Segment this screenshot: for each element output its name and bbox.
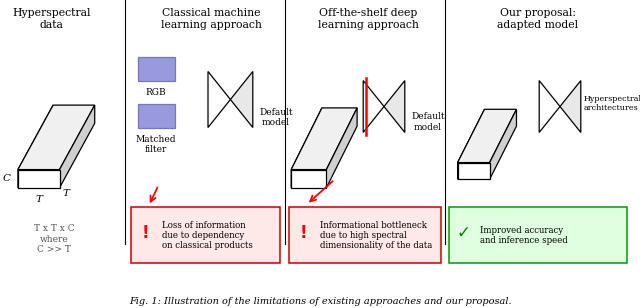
Text: Improved accuracy
and inference speed: Improved accuracy and inference speed (480, 226, 568, 245)
Polygon shape (208, 71, 230, 128)
Text: HyperspectralViT
architectures: HyperspectralViT architectures (584, 95, 640, 112)
Text: ✓: ✓ (456, 224, 470, 242)
Polygon shape (291, 108, 357, 170)
Text: RGB: RGB (146, 88, 166, 97)
Polygon shape (291, 108, 322, 188)
Text: C: C (3, 174, 10, 183)
Polygon shape (540, 81, 560, 132)
Polygon shape (138, 58, 175, 81)
Polygon shape (384, 81, 404, 132)
Text: Matched
filter: Matched filter (136, 135, 177, 154)
Text: Our proposal:
adapted model: Our proposal: adapted model (497, 8, 578, 30)
Polygon shape (458, 163, 490, 179)
Polygon shape (230, 71, 253, 128)
Polygon shape (449, 207, 627, 263)
Text: Default
model: Default model (259, 108, 293, 127)
Text: !: ! (300, 224, 307, 242)
Text: Off-the-shelf deep
learning approach: Off-the-shelf deep learning approach (317, 8, 419, 30)
Polygon shape (131, 207, 280, 263)
Polygon shape (458, 109, 516, 163)
Text: Classical machine
learning approach: Classical machine learning approach (161, 8, 262, 30)
Text: !: ! (141, 224, 149, 242)
Text: Informational bottleneck
due to high spectral
dimensionality of the data: Informational bottleneck due to high spe… (320, 221, 432, 250)
Polygon shape (289, 207, 441, 263)
Polygon shape (291, 170, 326, 188)
Text: Hyperspectral
data: Hyperspectral data (12, 8, 90, 30)
Polygon shape (490, 109, 516, 179)
Text: Default
model: Default model (412, 112, 445, 132)
Polygon shape (458, 109, 484, 179)
Polygon shape (326, 108, 357, 188)
Text: T x T x C
where
C >> T: T x T x C where C >> T (34, 224, 75, 254)
Text: T: T (63, 189, 70, 198)
Polygon shape (18, 170, 60, 188)
Polygon shape (60, 105, 95, 188)
Polygon shape (18, 105, 53, 188)
Polygon shape (364, 81, 384, 132)
Polygon shape (138, 104, 175, 128)
Polygon shape (18, 105, 95, 170)
Text: T: T (35, 195, 42, 204)
Text: Loss of information
due to dependency
on classical products: Loss of information due to dependency on… (162, 221, 253, 250)
Polygon shape (560, 81, 581, 132)
Text: Fig. 1: Illustration of the limitations of existing approaches and our proposal.: Fig. 1: Illustration of the limitations … (129, 298, 511, 306)
